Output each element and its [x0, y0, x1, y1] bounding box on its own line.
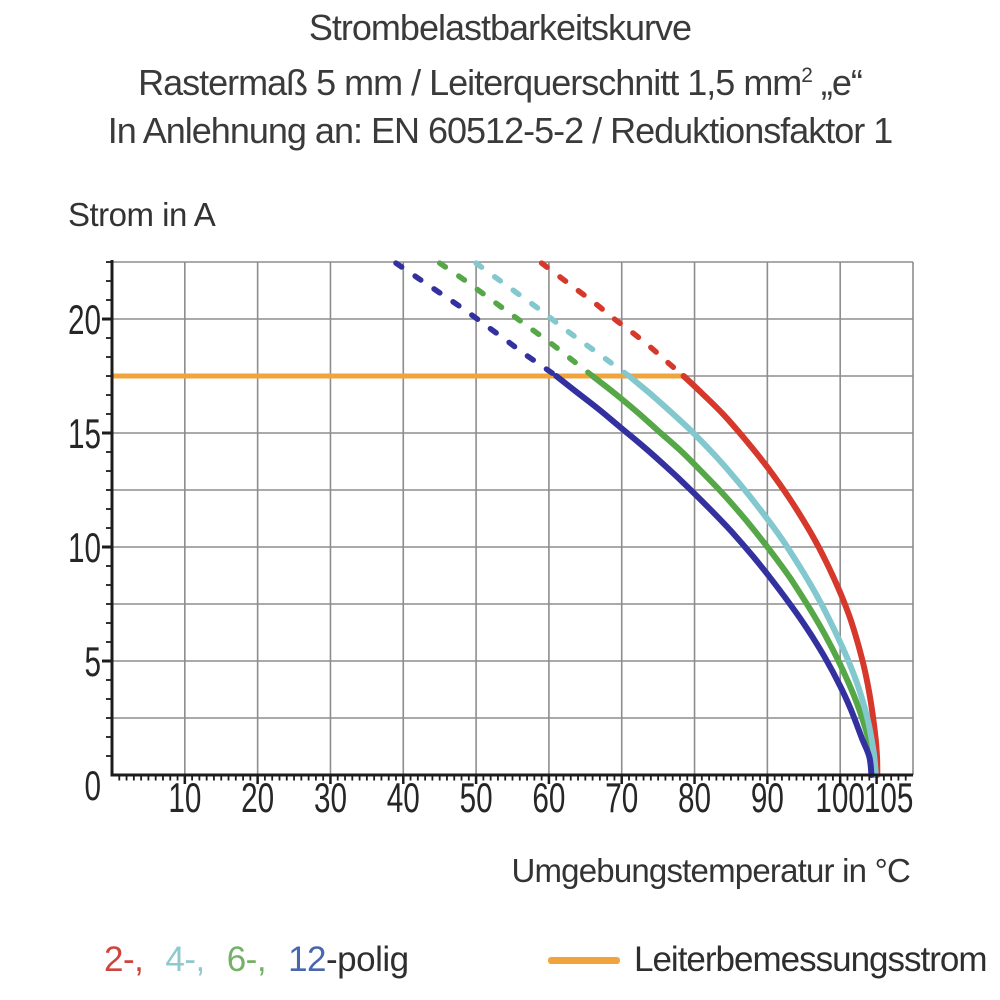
x-tick-label: 50: [460, 774, 493, 821]
x-tick-label: 30: [314, 774, 347, 821]
reference-line-swatch: [548, 956, 620, 964]
y-tick-label: 10: [68, 524, 101, 571]
curve-4-polig-dashed: [473, 260, 632, 379]
x-tick-label: 90: [751, 774, 784, 821]
x-tick-label: 70: [605, 774, 638, 821]
x-tick-label: 20: [241, 774, 274, 821]
chart-subtitle-main: Rastermaß 5 mm / Leiterquerschnitt 1,5 m…: [138, 62, 802, 103]
curve-12-polig: [553, 373, 875, 778]
legend-pole-number: 12: [288, 940, 327, 979]
x-tick-label: 60: [532, 774, 565, 821]
chart-title: Strombelastbarkeitskurve: [308, 7, 692, 48]
reference-legend: Leiterbemessungsstrom: [548, 940, 987, 980]
x-tick-label: 80: [678, 774, 711, 821]
legend-pole-item: 12 -polig: [288, 940, 409, 980]
legend-pole-item: 4-,: [165, 940, 205, 979]
chart-subtitle: Rastermaß 5 mm / Leiterquerschnitt 1,5 m…: [0, 52, 1000, 107]
y-tick-label: 0: [85, 762, 102, 809]
y-tick-label: 15: [68, 410, 101, 457]
reference-line-label: Leiterbemessungsstrom: [634, 940, 987, 979]
legend-pole-suffix: -polig: [326, 940, 409, 979]
x-tick-label: 10: [168, 774, 201, 821]
x-axis-title: Umgebungstemperatur in °C: [511, 852, 910, 889]
curve-2-polig-dashed: [538, 260, 687, 379]
pole-legend: 2-, 4-, 6-, 12 -polig: [104, 940, 409, 980]
x-tick-label: 40: [387, 774, 420, 821]
curve-4-polig: [626, 373, 879, 778]
chart-subtitle-tail: „e“: [811, 62, 863, 103]
y-axis-title: Strom in A: [68, 196, 216, 233]
chart-subtitle-superscript: 2: [801, 64, 813, 87]
legend-pole-item: 2-,: [104, 940, 144, 979]
curve-6-polig: [589, 373, 878, 778]
x-tick-label: 100: [815, 774, 865, 821]
y-tick-label: 5: [85, 638, 102, 685]
title-block: Strombelastbarkeitskurve Rastermaß 5 mm …: [0, 4, 1000, 155]
curve-6-polig-dashed: [436, 260, 596, 379]
curve-2-polig: [680, 373, 881, 778]
y-tick-label: 20: [68, 296, 101, 343]
legend-pole-item: 6-,: [226, 940, 267, 979]
chart-standard-note: In Anlehnung an: EN 60512-5-2 / Reduktio…: [107, 110, 894, 151]
x-tick-label: 105: [864, 774, 914, 821]
